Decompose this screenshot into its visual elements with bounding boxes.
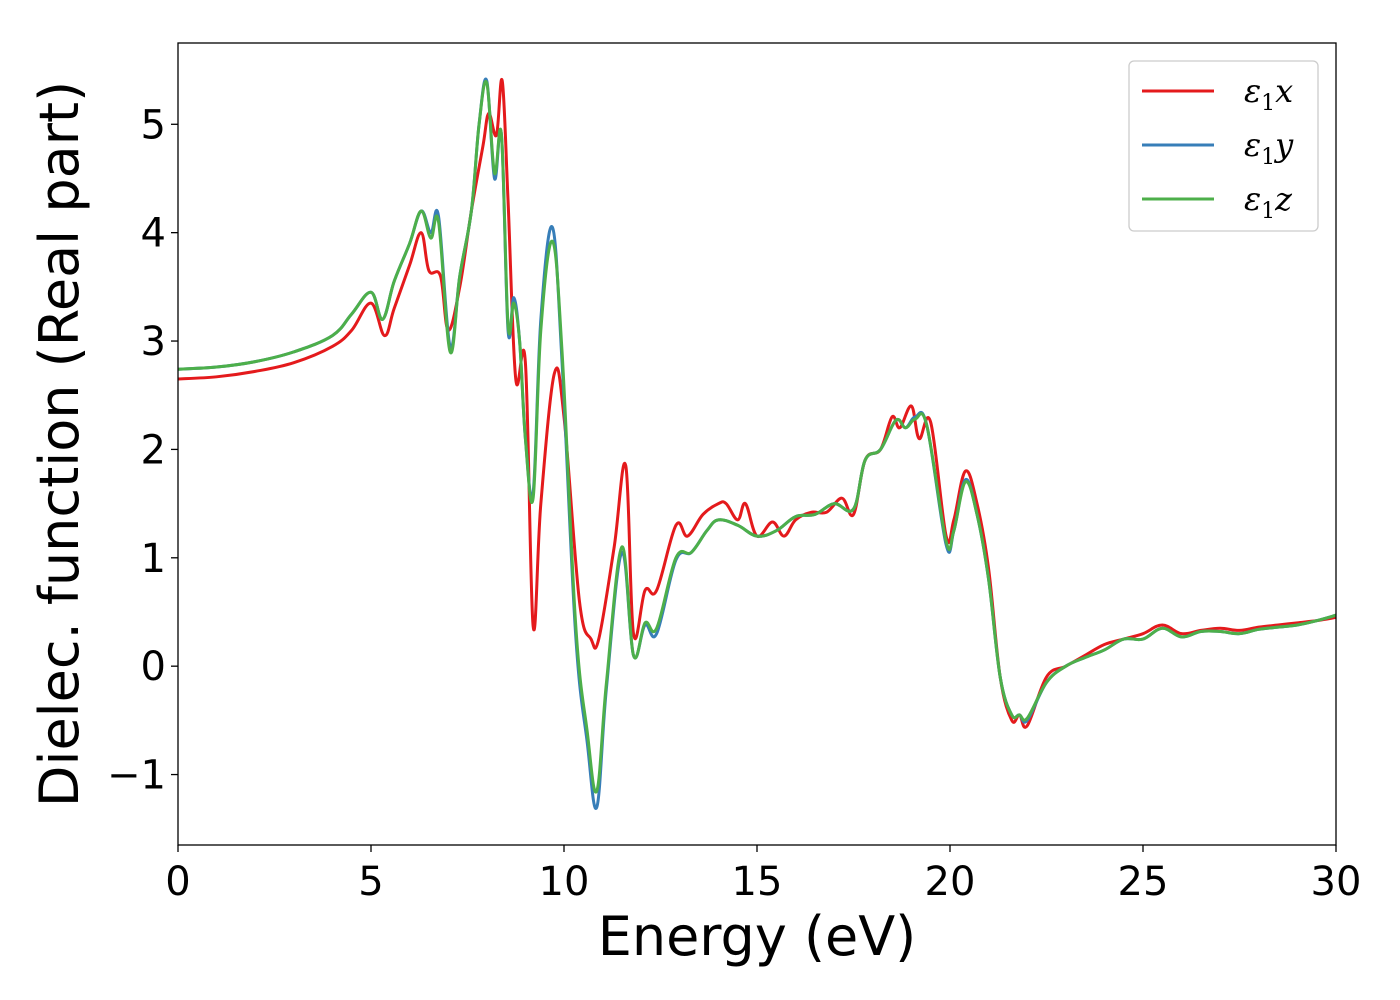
legend-label-x: ε1x [1244,72,1293,116]
y-axis-label: Dielec. function (Real part) [28,81,91,807]
y-tick-label: −1 [107,753,166,799]
y-tick-label: 5 [141,102,166,148]
legend: ε1x ε1y ε1z [1128,60,1319,232]
x-tick-label: 15 [732,859,783,905]
series-line-z [178,79,1336,794]
x-axis: 0 5 10 15 20 25 30 [165,845,1361,905]
x-tick-label: 20 [925,859,976,905]
y-tick-label: 2 [141,427,166,473]
legend-label-y: ε1y [1244,126,1294,170]
y-tick-label: 1 [141,536,166,582]
x-axis-label: Energy (eV) [598,905,917,968]
y-tick-label: 3 [141,319,166,365]
legend-label-z: ε1z [1244,180,1293,224]
x-tick-label: 0 [165,859,190,905]
x-tick-label: 25 [1118,859,1169,905]
x-tick-label: 10 [539,859,590,905]
legend-box [1128,60,1319,232]
y-axis: −1 0 1 2 3 4 5 [107,102,178,799]
x-tick-label: 30 [1311,859,1362,905]
y-tick-label: 4 [141,211,166,257]
y-tick-label: 0 [141,644,166,690]
series-layer [178,77,1336,810]
x-tick-label: 5 [358,859,383,905]
